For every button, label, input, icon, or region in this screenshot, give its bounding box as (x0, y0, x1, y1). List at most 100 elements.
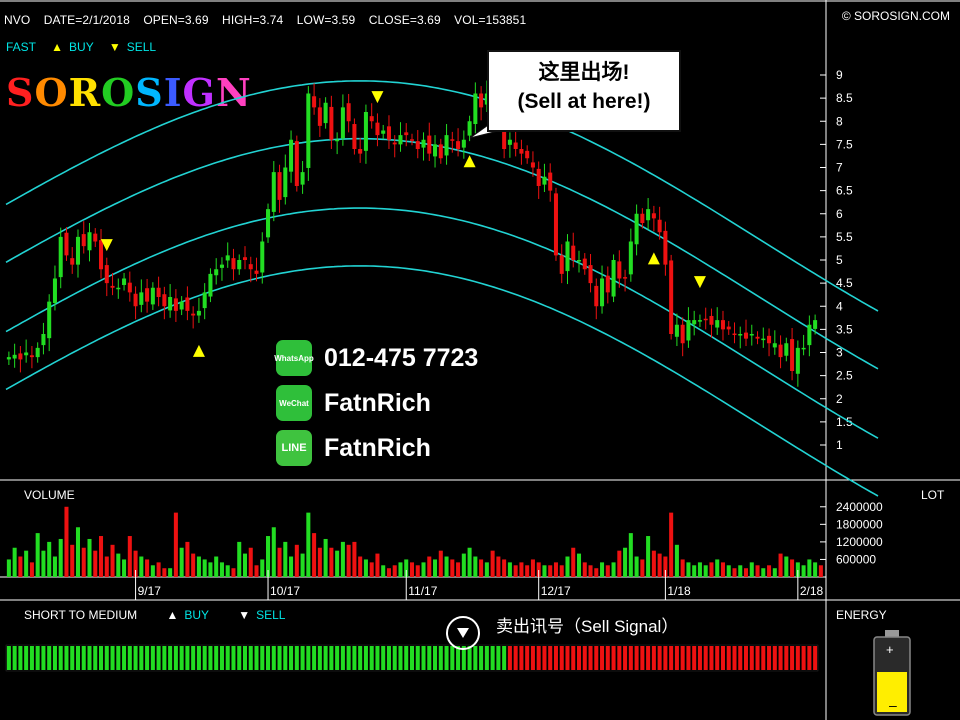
date-label: 2/18 (800, 584, 824, 598)
candle-body (12, 354, 17, 359)
candle-body (260, 241, 265, 273)
volume-bar (623, 547, 628, 577)
signal-bar (542, 646, 547, 670)
candle-body (663, 230, 668, 265)
volume-bar (479, 559, 484, 577)
contact-wechat[interactable]: WeChat FatnRich (276, 385, 431, 421)
volume-bar (536, 562, 541, 577)
sell-signal-triangle-icon (457, 628, 469, 638)
sell-marker (100, 239, 113, 252)
candle-body (208, 273, 213, 297)
volume-bar (409, 562, 415, 577)
volume-bar (669, 512, 674, 577)
volume-bar (450, 559, 455, 577)
contact-whatsapp[interactable]: WhatsApp 012-475 7723 (274, 340, 479, 376)
signal-bar (271, 646, 276, 670)
signal-bar (623, 646, 628, 670)
candle-body (185, 297, 190, 311)
candle-body (162, 294, 167, 307)
volume-bar (715, 559, 720, 577)
candle-body (502, 124, 507, 149)
signal-bar (116, 646, 121, 670)
signal-bar (433, 646, 438, 670)
volume-bar (375, 553, 380, 577)
price-tick-label: 3 (836, 346, 843, 360)
volume-bar (738, 565, 743, 577)
volume-bar (605, 565, 610, 577)
buy-marker (647, 252, 660, 265)
volume-bar (254, 565, 259, 577)
volume-bar (663, 556, 668, 577)
contact-line[interactable]: LINE FatnRich (276, 430, 431, 466)
battery-plus-icon: + (886, 642, 894, 657)
candle-body (317, 107, 322, 126)
volume-bar (525, 565, 530, 577)
candle-body (300, 172, 305, 185)
signal-bar (369, 646, 374, 670)
candle-body (340, 107, 345, 139)
candle-body (519, 149, 524, 154)
candle-body (81, 234, 86, 247)
line-id: FatnRich (324, 433, 431, 462)
whatsapp-icon: WhatsApp (274, 340, 314, 376)
signal-bar (484, 646, 489, 670)
line-icon-label: LINE (281, 442, 307, 454)
candle-body (145, 288, 150, 302)
volume-bar (813, 562, 818, 577)
volume-bar (185, 541, 190, 577)
short-medium-legend: SHORT TO MEDIUM ▲ BUY ▼ SELL (24, 608, 285, 622)
candle-body (571, 245, 576, 260)
signal-bar (352, 646, 357, 670)
price-tick-label: 1 (836, 438, 843, 452)
candle-body (813, 320, 818, 329)
volume-bar (709, 562, 714, 577)
volume-bar (24, 550, 29, 577)
signal-bar (277, 646, 282, 670)
signal-bar (346, 646, 351, 670)
volume-bar (571, 547, 576, 577)
signal-bar (576, 646, 582, 670)
signal-bar (743, 646, 749, 670)
logo-letter: R (68, 70, 102, 115)
volume-bar (323, 538, 328, 577)
candle-body (634, 213, 639, 245)
volume-bar (461, 553, 466, 577)
volume-bar (519, 562, 524, 577)
candle-body (214, 269, 219, 276)
volume-bar (335, 550, 340, 577)
volume-bar (415, 565, 420, 577)
logo-letter: N (215, 70, 252, 115)
signal-bar (29, 646, 34, 670)
quote-high: HIGH=3.74 (222, 13, 284, 27)
signal-bar (398, 646, 403, 670)
date-label: 11/17 (408, 584, 437, 598)
volume-bar (150, 565, 155, 577)
symbol: NVO (4, 13, 31, 27)
signal-bar (6, 646, 11, 670)
energy-label: ENERGY (836, 608, 887, 622)
volume-bar (64, 506, 69, 577)
candle-body (398, 135, 403, 145)
candle-body (392, 142, 397, 145)
candle-body (352, 124, 357, 149)
candle-body (565, 241, 570, 272)
candle-body (35, 347, 40, 358)
signal-bar (242, 646, 248, 670)
signal-bar-frame (5, 644, 819, 672)
volume-bar (398, 562, 403, 577)
price-tick-label: 7.5 (836, 137, 853, 151)
line-icon: LINE (276, 430, 312, 466)
whatsapp-number: 012-475 7723 (324, 343, 479, 372)
signal-bar (306, 646, 311, 670)
candle-body (438, 144, 443, 159)
logo-letter: S (135, 70, 164, 115)
volume-bar (467, 547, 472, 577)
volume-bar (358, 556, 363, 577)
volume-bar (87, 538, 92, 577)
candle-body (421, 139, 426, 148)
candle-body (749, 334, 754, 336)
signal-bar (646, 646, 651, 670)
whatsapp-icon-label: WhatsApp (274, 353, 314, 363)
logo-letter: O (34, 70, 69, 115)
volume-bar (657, 553, 662, 577)
